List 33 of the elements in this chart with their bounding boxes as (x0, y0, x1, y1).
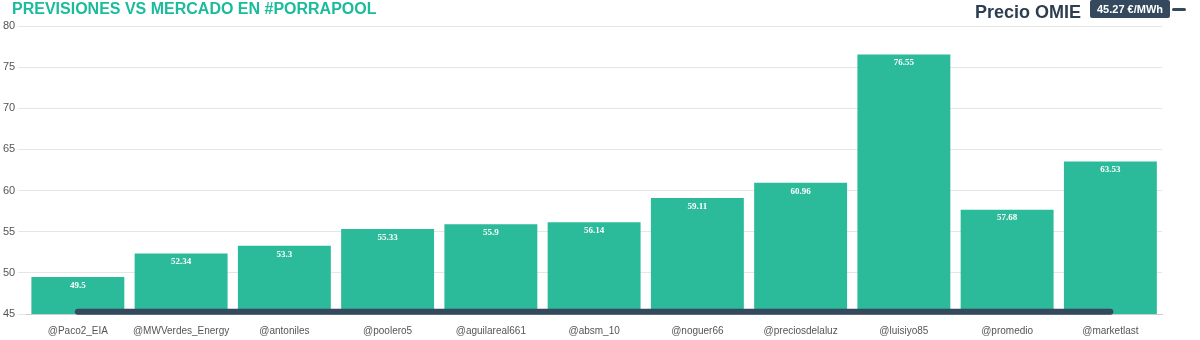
x-tick-label: @absm_10 (568, 324, 621, 336)
x-tick-label: @antoniles (259, 324, 310, 336)
data-label: 55.33 (377, 231, 399, 242)
text: Precio OMIE (975, 2, 1082, 23)
x-tick-label: @luisiyo85 (879, 324, 929, 336)
data-label: 53.3 (276, 248, 293, 259)
y-tick-label: 75 (2, 60, 16, 73)
x-tick-label: @aguilareal661 (455, 324, 527, 336)
x-tick-label: @preciosdelaluz (763, 324, 838, 336)
data-label: 63.53 (1100, 164, 1121, 175)
data-label: 76.55 (893, 57, 915, 68)
y-tick-label: 65 (2, 142, 16, 155)
x-tick-label: @MWVerdes_Energy (132, 324, 230, 336)
x-tick-label: @marketlast (1082, 324, 1139, 336)
y-tick-label: 55 (2, 224, 16, 237)
x-tick-label: @promedio (981, 324, 1034, 336)
x-tick-label: @noguer66 (671, 324, 725, 336)
data-label: 59.11 (687, 200, 708, 211)
data-label: 57.68 (997, 212, 1018, 223)
data-label: 55.9 (482, 227, 500, 238)
chart-title: PREVISIONES VS MERCADO EN #PORRAPOOL (12, 0, 377, 18)
x-tick-label: @Paco2_EIA (47, 324, 109, 336)
y-tick-label: 80 (2, 19, 16, 32)
y-tick-label: 50 (2, 265, 16, 278)
y-tick-label: 70 (2, 101, 16, 114)
legend-label: 45.27 €/MWh (1090, 0, 1171, 18)
data-label: 56.14 (583, 225, 605, 236)
y-tick-label: 60 (2, 183, 16, 196)
data-label: 49.5 (69, 279, 87, 290)
y-tick-label: 45 (2, 307, 16, 320)
data-label: 60.96 (790, 185, 812, 196)
x-tick-label: @poolero5 (363, 324, 413, 336)
data-label: 52.34 (170, 256, 192, 267)
